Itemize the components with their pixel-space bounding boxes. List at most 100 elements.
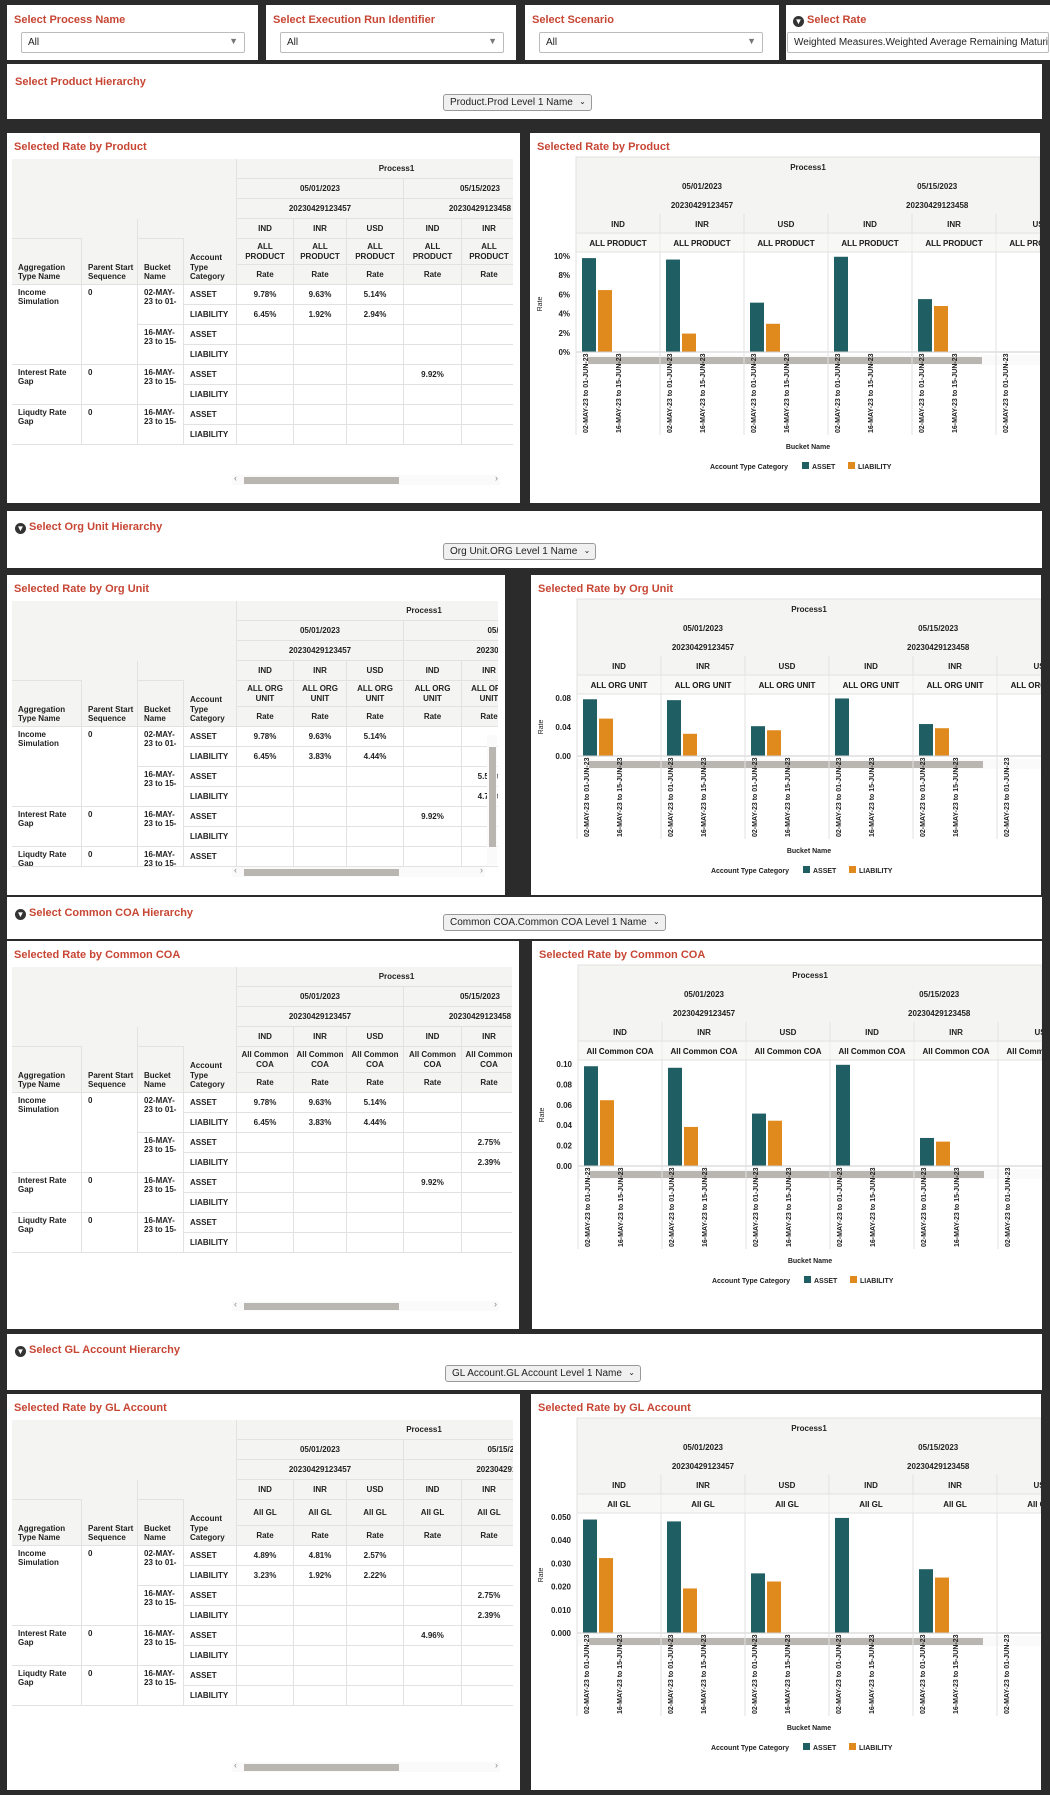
scenario-select[interactable]: All ▼ bbox=[539, 32, 763, 53]
row-aggregation: Liqudty Rate Gap bbox=[12, 405, 82, 445]
bar-asset bbox=[583, 699, 597, 756]
rate-select[interactable]: Weighted Measures.Weighted Average Remai… bbox=[787, 32, 1049, 53]
bar-liability bbox=[935, 1577, 949, 1633]
header-all-member: All GL bbox=[237, 1500, 294, 1526]
legend-asset: ASSET bbox=[814, 1278, 838, 1285]
coa-bar-chart: Process1 05/01/2023 05/15/2023 202304291234… bbox=[539, 964, 1042, 1285]
table-cell bbox=[462, 1686, 513, 1706]
x-tick-label: 16-MAY-23 to 15-JUN-23 bbox=[617, 757, 624, 837]
table-cell bbox=[347, 787, 404, 807]
row-account-type: LIABILITY bbox=[184, 1566, 237, 1586]
row-parent: 0 bbox=[82, 365, 138, 405]
org-table-title: Selected Rate by Org Unit bbox=[14, 583, 150, 595]
table-cell bbox=[404, 345, 462, 365]
chart-header-currency: USD bbox=[779, 1481, 796, 1490]
y-tick-label: 0.030 bbox=[551, 1559, 572, 1568]
table-cell bbox=[237, 1666, 294, 1686]
table-cell bbox=[404, 1686, 462, 1706]
chevron-left-icon[interactable]: ‹ bbox=[234, 473, 237, 483]
org-bar-chart: Process1 05/01/2023 05/15/2023 202304291234… bbox=[538, 598, 1041, 875]
table-cell: 5.14% bbox=[347, 727, 404, 747]
table-cell bbox=[347, 1233, 404, 1253]
product-hierarchy-select[interactable]: Product.Prod Level 1 Name ⌄ bbox=[443, 94, 592, 111]
header-parent: Parent Start Sequence bbox=[82, 661, 138, 727]
org-table-vscrollbar[interactable] bbox=[487, 735, 497, 865]
chevron-right-icon[interactable]: › bbox=[495, 473, 498, 483]
table-cell bbox=[462, 385, 513, 405]
row-account-type: LIABILITY bbox=[184, 1606, 237, 1626]
header-currency: IND bbox=[237, 661, 294, 681]
header-run-2: 20230429123458 bbox=[404, 199, 513, 219]
gl-table-hscrollbar[interactable]: ‹ › bbox=[232, 1760, 500, 1772]
row-parent: 0 bbox=[82, 1213, 138, 1253]
header-all-member: ALL ORG UNIT bbox=[237, 681, 294, 707]
table-cell bbox=[462, 1213, 512, 1233]
scroll-thumb[interactable] bbox=[244, 477, 399, 484]
row-bucket: 02-MAY-23 to 01- bbox=[138, 1093, 184, 1133]
table-cell bbox=[404, 727, 462, 747]
chart-header-currency: IND bbox=[611, 220, 625, 229]
bar-asset bbox=[836, 1064, 850, 1166]
header-all-member: ALL ORG UNIT bbox=[294, 681, 347, 707]
header-all-member: All Common COA bbox=[404, 1047, 462, 1073]
org-hierarchy-select[interactable]: Org Unit.ORG Level 1 Name ⌄ bbox=[443, 543, 597, 560]
header-rate: Rate bbox=[294, 265, 347, 285]
x-tick-label: 16-MAY-23 to 15-JUN-23 bbox=[953, 757, 960, 837]
header-date-2: 05/15/2023 bbox=[404, 1440, 513, 1460]
row-aggregation: Income Simulation bbox=[12, 285, 82, 365]
table-cell bbox=[404, 847, 462, 867]
org-table-hscrollbar[interactable]: ‹ › bbox=[232, 865, 485, 877]
header-all-member: ALL PRODUCT bbox=[237, 239, 294, 265]
header-currency: IND bbox=[404, 1027, 462, 1047]
product-pivot-table: Aggregation Type Name Parent Start Sequen… bbox=[12, 159, 513, 489]
y-tick-label: 8% bbox=[558, 271, 570, 280]
bar-asset bbox=[667, 1521, 681, 1633]
row-bucket: 16-MAY-23 to 15- bbox=[138, 767, 184, 807]
chart-header-all-member: All Common COA bbox=[754, 1047, 821, 1056]
run-select[interactable]: All ▼ bbox=[280, 32, 504, 53]
chevron-left-icon[interactable]: ‹ bbox=[234, 865, 237, 875]
header-rate: Rate bbox=[404, 707, 462, 727]
product-table-hscrollbar[interactable]: ‹ › bbox=[232, 473, 500, 485]
header-parent: Parent Start Sequence bbox=[82, 219, 138, 285]
table-cell bbox=[294, 767, 347, 787]
row-account-type: ASSET bbox=[184, 1546, 237, 1566]
x-axis-label: Bucket Name bbox=[787, 1725, 831, 1732]
scroll-thumb[interactable] bbox=[244, 1764, 399, 1771]
scroll-thumb[interactable] bbox=[244, 869, 399, 876]
x-tick-label: 02-MAY-23 to 01-JUN-23 bbox=[836, 757, 843, 837]
bar-asset bbox=[667, 700, 681, 756]
gl-hierarchy-select[interactable]: GL Account.GL Account Level 1 Name ⌄ bbox=[445, 1365, 641, 1382]
row-bucket: 16-MAY-23 to 15- bbox=[138, 1213, 184, 1253]
process-select[interactable]: All ▼ bbox=[21, 32, 245, 53]
scroll-thumb[interactable] bbox=[244, 1303, 399, 1310]
header-date-1: 05/01/2023 bbox=[237, 179, 404, 199]
chart-header-all-member: ALL PRODUCT bbox=[673, 239, 730, 248]
table-cell bbox=[237, 1646, 294, 1666]
org-pivot-table: Aggregation Type Name Parent Start Sequen… bbox=[12, 601, 498, 881]
y-tick-label: 0% bbox=[558, 348, 570, 357]
table-cell bbox=[462, 847, 498, 867]
row-bucket: 02-MAY-23 to 01- bbox=[138, 727, 184, 767]
row-parent: 0 bbox=[82, 847, 138, 867]
chevron-left-icon[interactable]: ‹ bbox=[234, 1299, 237, 1309]
product-hierarchy-panel: Select Product Hierarchy Product.Prod Lev… bbox=[7, 64, 1042, 119]
header-rate: Rate bbox=[462, 707, 498, 727]
scroll-thumb[interactable] bbox=[489, 747, 496, 847]
chevron-right-icon[interactable]: › bbox=[495, 1760, 498, 1770]
table-cell bbox=[462, 365, 513, 385]
chevron-right-icon[interactable]: › bbox=[480, 865, 483, 875]
chart-header-date-1: 05/01/2023 bbox=[684, 990, 725, 999]
table-cell bbox=[294, 1646, 347, 1666]
coa-hierarchy-select[interactable]: Common COA.Common COA Level 1 Name ⌄ bbox=[443, 914, 666, 931]
row-account-type: ASSET bbox=[184, 325, 237, 345]
table-cell bbox=[347, 807, 404, 827]
coa-table-hscrollbar[interactable]: ‹ › bbox=[232, 1299, 499, 1311]
chevron-down-icon: ▼ bbox=[229, 36, 238, 46]
chevron-left-icon[interactable]: ‹ bbox=[234, 1760, 237, 1770]
x-tick-label: 16-MAY-23 to 15-JUN-23 bbox=[616, 353, 623, 433]
chevron-down-icon: ▼ bbox=[488, 36, 497, 46]
header-currency: INR bbox=[462, 219, 513, 239]
chart-header-run-2: 20230429123458 bbox=[907, 643, 970, 652]
chevron-right-icon[interactable]: › bbox=[494, 1299, 497, 1309]
